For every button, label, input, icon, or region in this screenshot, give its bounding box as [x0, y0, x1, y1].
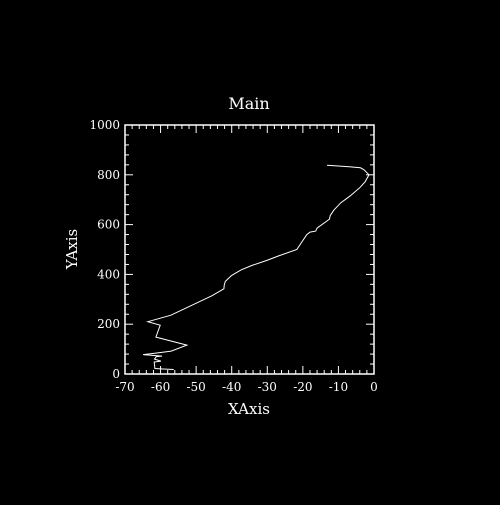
x-tick-label: -30 [258, 380, 277, 394]
y-tick-label: 0 [112, 367, 120, 381]
y-tick-label: 800 [97, 168, 120, 182]
y-axis-label: YAxis [63, 229, 81, 271]
x-tick-label: -60 [151, 380, 170, 394]
x-tick-label: -10 [329, 380, 348, 394]
chart-title: Main [228, 94, 269, 113]
y-tick-label: 400 [97, 267, 120, 281]
plot-frame [124, 124, 375, 375]
y-tick-labels: 0 200 400 600 800 1000 [89, 118, 120, 381]
series-line [143, 164, 370, 370]
x-tick-label: -40 [222, 380, 241, 394]
x-tick-label: -50 [186, 380, 205, 394]
y-tick-label: 1000 [89, 118, 120, 132]
y-tick-label: 200 [97, 317, 120, 331]
x-tick-label: -20 [293, 380, 312, 394]
y-tick-label: 600 [97, 218, 120, 232]
x-tick-label: 0 [370, 380, 378, 394]
x-tick-label: -70 [115, 380, 134, 394]
axis-ticks [124, 124, 375, 375]
x-axis-label: XAxis [228, 400, 270, 418]
x-tick-labels: -70 -60 -50 -40 -30 -20 -10 0 [115, 380, 377, 394]
